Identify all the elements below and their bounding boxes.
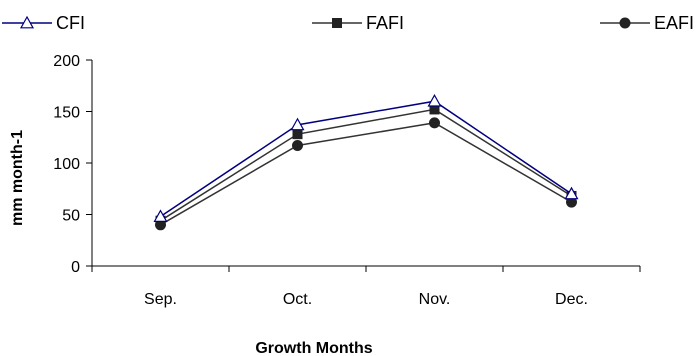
data-point <box>429 104 440 115</box>
legend-label: CFI <box>56 13 85 33</box>
chart-series <box>153 93 579 231</box>
x-tick-label: Nov. <box>419 291 451 308</box>
legend-item-eafi: EAFI <box>600 13 694 33</box>
series-line <box>160 108 572 222</box>
data-point <box>564 186 579 200</box>
data-point <box>153 209 168 222</box>
data-point <box>292 139 303 151</box>
y-tick-label: 0 <box>71 259 80 276</box>
x-tick-label: Oct. <box>283 291 312 308</box>
y-tick-label: 100 <box>53 156 80 173</box>
y-axis-title: mm month-1 <box>9 130 26 226</box>
chart-legend: CFI FAFI EAFI <box>2 13 694 33</box>
legend-label: EAFI <box>654 13 694 33</box>
chart-axes: 0 50 100 150 200 Sep. Oct. Nov. Dec. <box>53 53 641 308</box>
data-point <box>429 117 440 129</box>
y-tick-label: 50 <box>62 208 80 225</box>
y-tick-label: 200 <box>53 53 80 70</box>
legend-marker <box>619 17 631 29</box>
legend-marker <box>19 15 35 29</box>
data-point <box>290 117 305 131</box>
y-tick-label: 150 <box>53 105 80 122</box>
legend-marker <box>332 18 342 28</box>
x-tick-label: Sep. <box>144 291 177 308</box>
legend-label: FAFI <box>366 13 404 33</box>
series-fafi <box>155 104 577 226</box>
x-tick-label: Dec. <box>555 291 588 308</box>
series-eafi <box>155 117 577 231</box>
x-axis-title: Growth Months <box>255 340 372 356</box>
y-axis-ticks: 0 50 100 150 200 <box>53 53 92 276</box>
series-cfi <box>153 93 579 222</box>
data-point <box>292 129 303 140</box>
data-point <box>427 93 442 107</box>
legend-item-cfi: CFI <box>2 13 85 33</box>
series-line <box>160 122 572 226</box>
legend-item-fafi: FAFI <box>312 13 404 33</box>
x-axis-ticks: Sep. Oct. Nov. Dec. <box>91 266 641 308</box>
series-line <box>160 100 572 218</box>
